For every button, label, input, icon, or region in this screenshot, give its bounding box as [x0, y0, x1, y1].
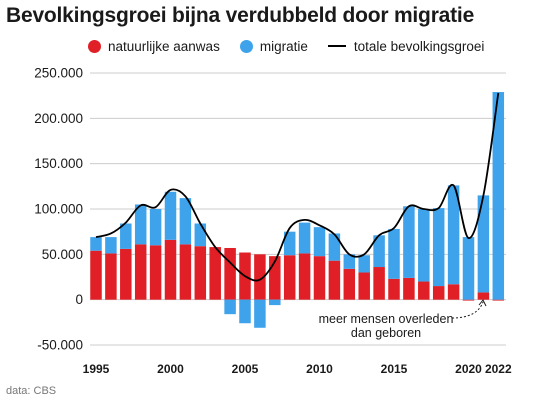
bar-migration: [388, 228, 400, 279]
bar-migration: [90, 237, 102, 251]
bar-natural: [90, 250, 102, 300]
bar-migration: [224, 299, 236, 315]
x-tick-label: 2020: [455, 362, 482, 376]
bar-natural: [254, 254, 266, 300]
annotation-text: dan geboren: [351, 326, 421, 340]
bar-migration: [149, 209, 162, 246]
bar-migration: [328, 233, 341, 261]
bar-natural: [149, 245, 162, 300]
bar-natural: [343, 268, 356, 300]
bar-natural: [194, 246, 207, 300]
y-tick-label: 50.000: [42, 247, 83, 262]
x-tick-label: 2015: [381, 362, 408, 376]
legend: natuurlijke aanwas migratie totale bevol…: [88, 36, 484, 56]
bar-natural: [298, 253, 311, 300]
annotation-arrowhead: [478, 299, 487, 307]
bar-natural: [432, 286, 445, 300]
bar-migration: [447, 185, 460, 285]
legend-item-total: totale bevolkingsgroei: [327, 38, 485, 54]
bar-migration: [418, 209, 430, 282]
chart-title: Bevolkingsgroei bijna verdubbeld door mi…: [6, 4, 475, 27]
x-tick-label: 2005: [232, 362, 259, 376]
bar-natural: [462, 299, 475, 301]
bar-migration: [462, 237, 475, 300]
bar-migration: [164, 191, 177, 240]
x-tick-label: 2010: [306, 362, 333, 376]
x-tick-label: 2022: [485, 362, 512, 376]
legend-swatch-migration: [239, 39, 253, 53]
bar-natural: [269, 256, 281, 300]
bar-natural: [492, 299, 505, 301]
legend-label-total: totale bevolkingsgroei: [353, 38, 485, 54]
bar-migration: [120, 223, 132, 249]
annotation-arrow: [451, 301, 484, 319]
bar-migration: [432, 208, 445, 287]
legend-item-natural: natuurlijke aanwas: [88, 39, 220, 54]
legend-label-migration: migratie: [259, 38, 308, 54]
bar-natural: [403, 277, 415, 300]
bar-natural: [209, 247, 221, 300]
legend-item-migration: migratie: [239, 38, 308, 54]
bar-migration: [179, 198, 192, 245]
bar-natural: [373, 267, 385, 300]
bar-natural: [358, 272, 370, 300]
x-tick-label: 1995: [83, 362, 110, 376]
legend-swatch-total: [327, 45, 346, 47]
y-tick-label: 0: [75, 292, 83, 307]
bar-migration: [313, 227, 326, 257]
bar-migration: [283, 231, 296, 256]
bar-natural: [134, 244, 147, 300]
bar-migration: [254, 299, 266, 328]
bar-migration: [403, 206, 415, 278]
bar-migration: [373, 235, 385, 268]
y-tick-label: 100.000: [34, 202, 83, 217]
source-note: data: CBS: [6, 385, 57, 397]
bar-migration: [269, 299, 281, 306]
bar-natural: [120, 248, 132, 300]
annotation-text: meer mensen overleden: [319, 312, 454, 326]
bar-migration: [194, 223, 207, 247]
bar-natural: [313, 256, 326, 300]
bar-natural: [164, 239, 177, 300]
bar-natural: [447, 284, 460, 300]
bar-natural: [328, 260, 341, 300]
legend-swatch-natural: [88, 39, 101, 53]
bar-migration: [492, 92, 505, 300]
bar-natural: [179, 244, 192, 300]
bar-migration: [239, 299, 251, 324]
bar-natural: [418, 281, 430, 300]
legend-label-natural: natuurlijke aanwas: [108, 38, 220, 54]
bar-natural: [477, 292, 490, 300]
total-growth-line: [95, 92, 500, 282]
bar-migration: [134, 204, 147, 245]
y-tick-label: 150.000: [34, 156, 83, 171]
bar-migration: [343, 254, 356, 269]
bar-natural: [224, 247, 236, 300]
y-tick-label: -50.000: [37, 338, 83, 353]
y-tick-label: 250.000: [34, 66, 83, 81]
bar-migration: [477, 195, 490, 293]
y-tick-label: 200.000: [34, 111, 83, 126]
bar-natural: [105, 253, 117, 300]
bar-migration: [298, 222, 311, 254]
bar-natural: [283, 255, 296, 300]
x-tick-label: 2000: [157, 362, 184, 376]
bar-migration: [358, 255, 370, 273]
bar-migration: [105, 237, 117, 254]
bar-natural: [388, 278, 400, 300]
